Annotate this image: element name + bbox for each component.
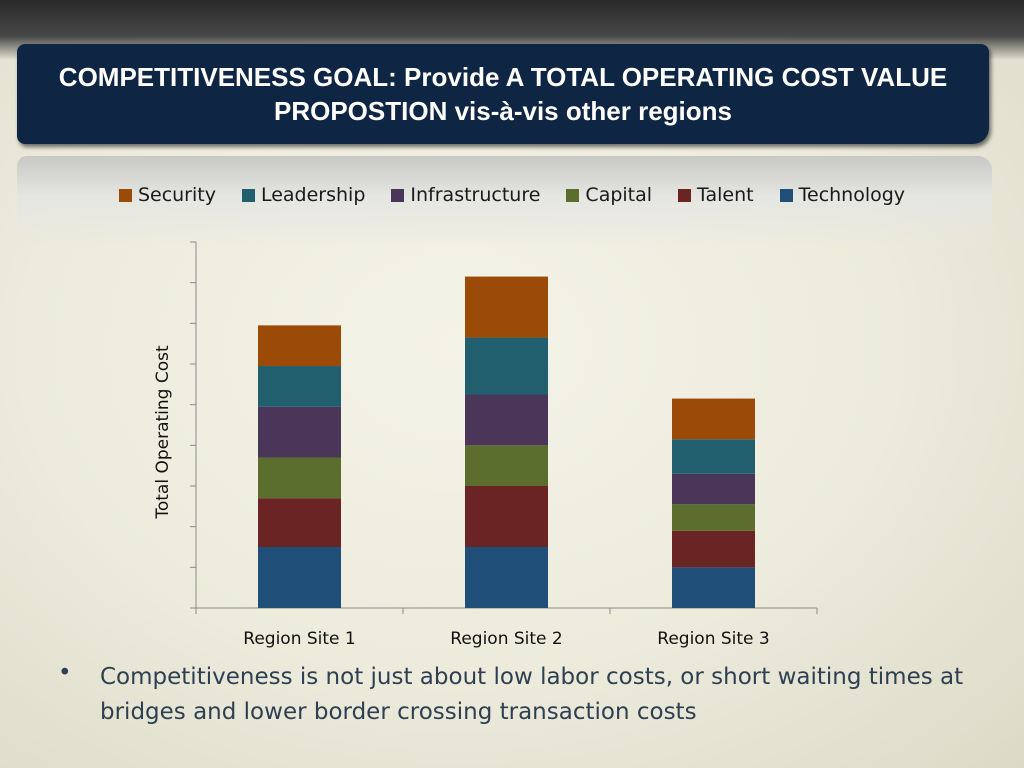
chart-legend: Security Leadership Infrastructure Capital T… — [0, 180, 1024, 210]
legend-label: Infrastructure — [410, 184, 541, 206]
bar-segment-leadership-site-2 — [465, 337, 548, 395]
bar-segment-technology-site-3 — [672, 567, 755, 608]
legend-label: Talent — [697, 184, 754, 206]
bar-segment-capital-site-3 — [672, 504, 755, 531]
bullet-marker: • — [58, 660, 72, 686]
bar-segment-capital-site-2 — [465, 445, 548, 486]
bar-segment-infrastructure-site-3 — [672, 473, 755, 505]
bar-segment-infrastructure-site-2 — [465, 394, 548, 446]
x-tick-label: Region Site 3 — [657, 629, 769, 649]
legend-item-leadership: Leadership — [241, 184, 366, 206]
bullet-text: Competitiveness is not just about low la… — [100, 664, 964, 725]
legend-label: Capital — [585, 184, 653, 206]
legend-label: Technology — [798, 184, 906, 206]
legend-item-infrastructure: Infrastructure — [391, 184, 540, 206]
bar-segment-security-site-1 — [258, 325, 341, 367]
legend-item-security: Security — [118, 184, 216, 206]
legend-band — [17, 156, 992, 248]
bar-segment-talent-site-2 — [465, 486, 548, 547]
bar-segment-talent-site-3 — [672, 530, 755, 568]
title-banner: COMPETITIVENESS GOAL: Provide A TOTAL OP… — [17, 44, 989, 144]
legend-item-technology: Technology — [779, 184, 906, 206]
bar-segment-leadership-site-1 — [258, 366, 341, 407]
legend-item-capital: Capital — [566, 184, 652, 206]
bar-segment-security-site-3 — [672, 398, 755, 440]
bar-segment-leadership-site-3 — [672, 439, 755, 474]
slide-title: COMPETITIVENESS GOAL: Provide A TOTAL OP… — [58, 62, 948, 126]
legend-label: Leadership — [260, 184, 366, 206]
bar-segment-infrastructure-site-1 — [258, 406, 341, 458]
legend-item-talent: Talent — [678, 184, 754, 206]
bar-segment-capital-site-1 — [258, 457, 341, 499]
bar-segment-talent-site-1 — [258, 498, 341, 547]
legend-swatch — [118, 188, 132, 202]
legend-label: Security — [137, 184, 216, 206]
bar-segment-technology-site-1 — [258, 547, 341, 608]
y-axis-label: Total Operating Cost — [153, 345, 173, 520]
bar-segment-technology-site-2 — [465, 547, 548, 608]
legend-swatch — [678, 188, 692, 202]
bar-segment-security-site-2 — [465, 276, 548, 338]
legend-swatch — [566, 188, 580, 202]
legend-swatch — [391, 188, 405, 202]
x-tick-label: Region Site 2 — [450, 629, 562, 649]
legend-swatch — [241, 188, 255, 202]
x-tick-label: Region Site 1 — [243, 629, 355, 649]
legend-swatch — [779, 188, 793, 202]
